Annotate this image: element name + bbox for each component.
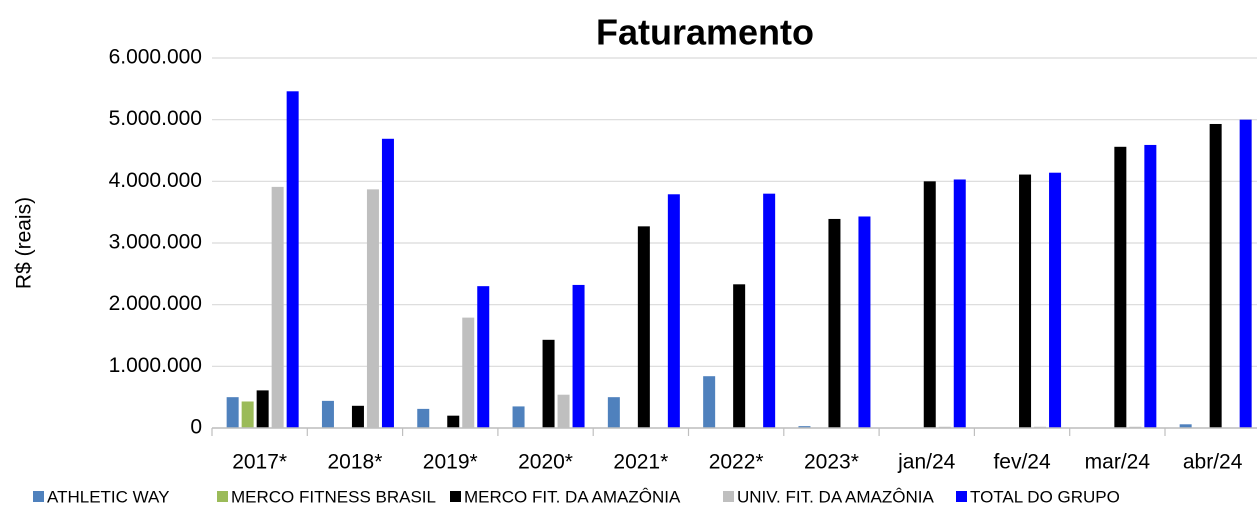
bar xyxy=(557,394,570,428)
legend-swatch xyxy=(956,491,967,502)
legend-label: UNIV. FIT. DA AMAZÔNIA xyxy=(737,487,934,506)
y-tick-label: 0 xyxy=(190,416,202,439)
bar xyxy=(607,397,620,428)
bar xyxy=(271,186,284,428)
legend-swatch xyxy=(723,491,734,502)
legend-label: MERCO FITNESS BRASIL xyxy=(231,487,436,506)
legend-swatch xyxy=(450,491,461,502)
bar xyxy=(923,181,936,428)
bar xyxy=(417,408,430,428)
bar xyxy=(763,193,776,428)
bar xyxy=(1019,174,1032,428)
bar xyxy=(366,189,379,428)
bar xyxy=(477,286,490,428)
bar xyxy=(858,216,871,428)
bar xyxy=(667,194,680,428)
bar xyxy=(351,405,364,428)
y-tick-label: 6.000.000 xyxy=(109,46,202,69)
x-tick-label: 2017* xyxy=(232,451,287,474)
x-tick-label: 2020* xyxy=(518,451,573,474)
y-tick-label: 1.000.000 xyxy=(109,354,202,377)
legend-swatch xyxy=(33,491,44,502)
bar xyxy=(447,415,460,428)
bar xyxy=(462,317,475,428)
x-tick-label: fev/24 xyxy=(993,451,1051,474)
bar xyxy=(1239,119,1252,429)
bar xyxy=(286,91,299,429)
x-tick-label: 2021* xyxy=(613,451,668,474)
bar xyxy=(512,406,525,428)
legend-label: TOTAL DO GRUPO xyxy=(970,487,1120,506)
legend-swatch xyxy=(217,491,228,502)
chart-title: Faturamento xyxy=(596,12,814,53)
bar xyxy=(241,401,254,428)
x-tick-label: 2018* xyxy=(328,451,383,474)
bar xyxy=(1114,146,1127,429)
bar xyxy=(1179,424,1192,428)
bar xyxy=(637,226,650,428)
x-tick-label: 2019* xyxy=(423,451,478,474)
bar xyxy=(1144,144,1157,428)
bar xyxy=(542,339,555,428)
bar xyxy=(256,390,269,428)
y-tick-label: 2.000.000 xyxy=(109,292,202,315)
y-tick-label: 4.000.000 xyxy=(109,169,202,192)
y-tick-label: 3.000.000 xyxy=(109,231,202,254)
y-axis-label: R$ (reais) xyxy=(13,197,36,289)
bar xyxy=(381,138,394,429)
bar xyxy=(703,376,716,428)
x-tick-label: abr/24 xyxy=(1183,451,1243,474)
x-tick-label: jan/24 xyxy=(897,451,956,474)
legend-label: ATHLETIC WAY xyxy=(47,487,169,506)
bar xyxy=(572,284,585,428)
bar xyxy=(798,426,811,428)
legend-label: MERCO FIT. DA AMAZÔNIA xyxy=(464,487,681,506)
bar xyxy=(953,179,966,428)
bar xyxy=(1209,123,1222,428)
x-tick-label: mar/24 xyxy=(1085,451,1151,474)
x-tick-label: 2022* xyxy=(709,451,764,474)
bar xyxy=(1049,172,1062,428)
bar xyxy=(226,397,239,428)
y-tick-label: 5.000.000 xyxy=(109,107,202,130)
bar xyxy=(733,284,746,428)
bar xyxy=(321,400,334,428)
bar xyxy=(828,218,841,428)
x-tick-label: 2023* xyxy=(804,451,859,474)
